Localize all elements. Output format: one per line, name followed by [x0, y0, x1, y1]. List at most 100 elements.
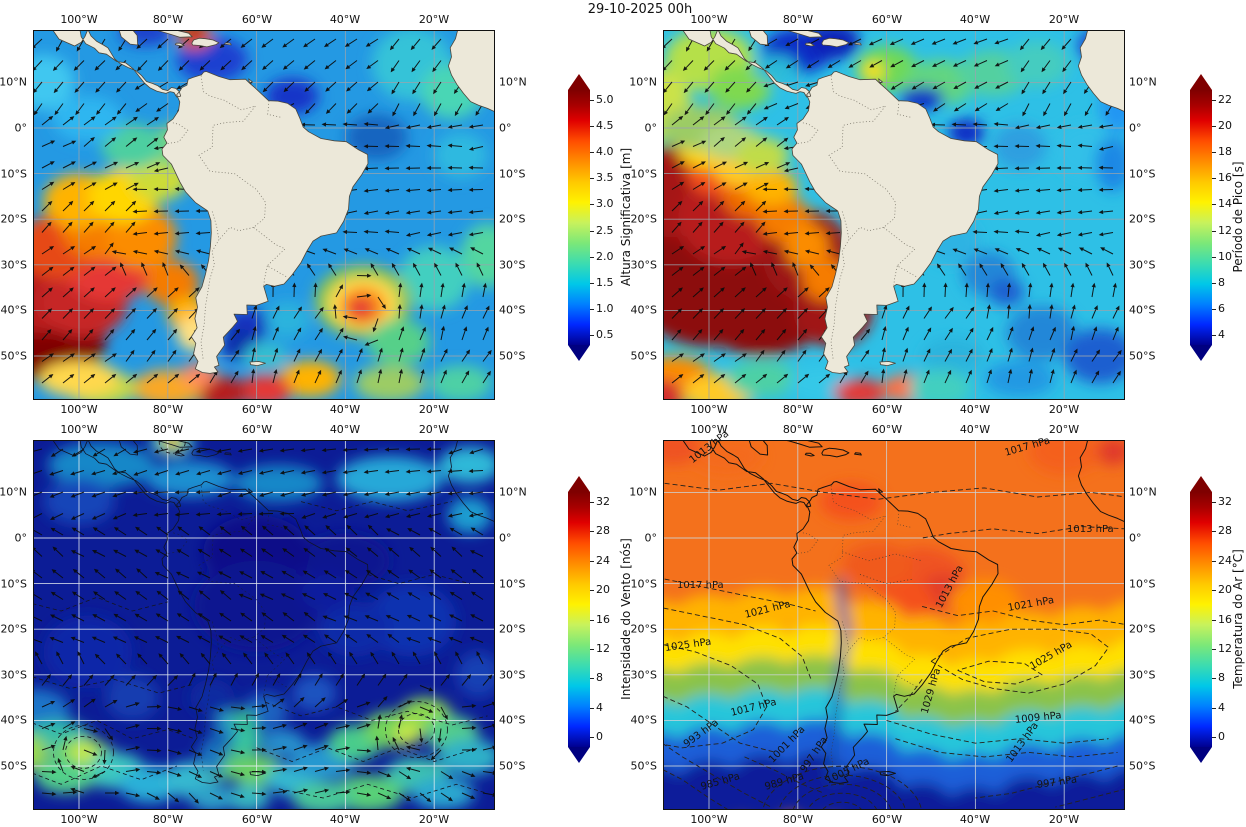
lon-tick-bottom-air-temperature: 40°W: [959, 813, 991, 826]
lat-tick-left-wind-speed: 50°S: [0, 759, 27, 773]
colorbar-tick-mark-wave-period: [1212, 230, 1216, 232]
lon-tick-top-wave-period: 20°W: [1048, 13, 1080, 26]
lon-tick-bottom-wind-speed: 100°W: [60, 813, 98, 826]
lat-tick-right-wave-period: 40°S: [1129, 303, 1156, 317]
colorbar-tick-wave-period: 20: [1218, 119, 1232, 133]
lon-tick-top-wave-period: 80°W: [782, 13, 814, 26]
lon-tick-top-wind-speed: 20°W: [418, 423, 450, 436]
colorbar-tick-wind-speed: 28: [596, 524, 610, 538]
lat-tick-right-air-temperature: 0°: [1129, 531, 1142, 545]
colorbar-tick-wave-height: 1.5: [596, 275, 614, 289]
map-canvas-air-temperature: [663, 440, 1125, 810]
colorbar-tick-mark-wave-height: [590, 308, 594, 310]
lon-tick-top-wave-height: 40°W: [329, 13, 361, 26]
lat-tick-right-wave-height: 30°S: [499, 258, 526, 272]
colorbar-tick-mark-air-temperature: [1212, 560, 1216, 562]
colorbar-label-wave-height: Altura Significativa [m]: [619, 147, 633, 287]
colorbar-tick-mark-wind-speed: [590, 648, 594, 650]
lat-tick-left-wave-period: 30°S: [630, 258, 657, 272]
colorbar-tick-mark-wave-height: [590, 282, 594, 284]
lat-tick-right-wind-speed: 40°S: [499, 713, 526, 727]
colorbar-tick-mark-wave-period: [1212, 256, 1216, 258]
colorbar-tick-mark-wave-height: [590, 152, 594, 154]
colorbar-tick-wind-speed: 24: [596, 553, 610, 567]
lat-tick-left-air-temperature: 10°N: [629, 485, 657, 499]
colorbar-label-wind-speed: Intensidade do Vento [nós]: [619, 538, 633, 700]
colorbar-tick-mark-wave-period: [1212, 308, 1216, 310]
colorbar-tick-mark-air-temperature: [1212, 502, 1216, 503]
lat-tick-right-air-temperature: 30°S: [1129, 668, 1156, 682]
colorbar-tick-mark-air-temperature: [1212, 531, 1216, 533]
lat-tick-left-wind-speed: 30°S: [0, 668, 27, 682]
lat-tick-left-air-temperature: 40°S: [630, 713, 657, 727]
lat-tick-right-wind-speed: 0°: [499, 531, 512, 545]
lat-tick-left-wind-speed: 0°: [14, 531, 28, 545]
colorbar-tick-wave-period: 8: [1218, 275, 1225, 289]
colorbar-tick-wave-height: 1.0: [596, 301, 614, 315]
lat-tick-right-wind-speed: 50°S: [499, 759, 526, 773]
colorbar-tick-mark-wave-height: [590, 178, 594, 180]
lat-tick-right-air-temperature: 20°S: [1129, 622, 1156, 636]
lat-tick-right-wave-period: 10°S: [1129, 167, 1156, 181]
colorbar-tick-mark-air-temperature: [1212, 590, 1216, 592]
colorbar-tick-wave-period: 16: [1218, 171, 1232, 185]
lon-tick-top-air-temperature: 20°W: [1048, 423, 1080, 436]
colorbar-tick-mark-wave-height: [590, 204, 594, 206]
colorbar-tick-mark-wave-period: [1212, 335, 1216, 336]
lat-tick-right-wind-speed: 10°S: [499, 577, 526, 591]
lat-tick-left-wind-speed: 20°S: [0, 622, 27, 636]
lat-tick-left-wave-period: 50°S: [630, 349, 657, 363]
lat-tick-left-wave-period: 40°S: [630, 303, 657, 317]
colorbar-tick-mark-wave-period: [1212, 204, 1216, 206]
map-canvas-wave-height: [33, 30, 495, 400]
isobar-label: 1017 hPa: [677, 580, 724, 591]
lat-tick-left-air-temperature: 30°S: [630, 668, 657, 682]
colorbar-tick-air-temperature: 12: [1218, 641, 1232, 655]
lon-tick-top-wave-height: 60°W: [241, 13, 273, 26]
lat-tick-left-wave-height: 30°S: [0, 258, 27, 272]
colorbar-tick-mark-wind-speed: [590, 502, 594, 503]
lat-tick-right-wind-speed: 20°S: [499, 622, 526, 636]
colorbar-tick-mark-air-temperature: [1212, 648, 1216, 650]
lat-tick-left-wave-period: 10°N: [629, 75, 657, 89]
colorbar-tick-mark-wind-speed: [590, 678, 594, 680]
lon-tick-bottom-wave-period: 40°W: [959, 403, 991, 416]
colorbar-tick-wave-height: 4.5: [596, 119, 614, 133]
colorbar-tick-mark-wind-speed: [590, 560, 594, 562]
colorbar-tick-mark-air-temperature: [1212, 737, 1216, 738]
colorbar-top-arrow-wave-period: [1190, 74, 1212, 90]
colorbar-label-wave-period: Período de Pico [s]: [1231, 161, 1245, 273]
colorbar-tick-wave-height: 0.5: [596, 328, 614, 341]
lat-tick-left-air-temperature: 10°S: [630, 577, 657, 591]
lat-tick-left-wave-height: 10°S: [0, 167, 27, 181]
colorbar-tick-wave-height: 3.0: [596, 197, 614, 211]
lat-tick-left-wave-height: 50°S: [0, 349, 27, 363]
lat-tick-right-wave-period: 50°S: [1129, 349, 1156, 363]
lon-tick-bottom-wind-speed: 20°W: [418, 813, 450, 826]
colorbar-tick-mark-wave-height: [590, 126, 594, 128]
colorbar-tick-mark-wind-speed: [590, 531, 594, 533]
lat-tick-left-air-temperature: 50°S: [630, 759, 657, 773]
lat-tick-right-wave-height: 40°S: [499, 303, 526, 317]
lat-tick-left-wave-period: 10°S: [630, 167, 657, 181]
lon-tick-top-air-temperature: 60°W: [871, 423, 903, 436]
figure-title: 29-10-2025 00h: [587, 2, 693, 17]
colorbar-tick-wave-height: 4.0: [596, 145, 614, 159]
colorbar-tick-mark-wave-height: [590, 335, 594, 336]
lon-tick-bottom-wave-height: 60°W: [241, 403, 273, 416]
lat-tick-right-wave-period: 0°: [1129, 121, 1142, 135]
colorbar-tick-wind-speed: 16: [596, 612, 610, 626]
lat-tick-right-wave-height: 20°S: [499, 212, 526, 226]
colorbar-tick-mark-wave-period: [1212, 100, 1216, 101]
lon-tick-bottom-wave-height: 40°W: [329, 403, 361, 416]
colorbar-tick-mark-wind-speed: [590, 590, 594, 592]
colorbar-tick-air-temperature: 32: [1218, 495, 1232, 508]
colorbar-tick-mark-air-temperature: [1212, 619, 1216, 621]
lon-tick-bottom-air-temperature: 100°W: [690, 813, 728, 826]
lon-tick-top-wave-height: 100°W: [60, 13, 98, 26]
lat-tick-left-wind-speed: 10°S: [0, 577, 27, 591]
lon-tick-bottom-wave-period: 60°W: [871, 403, 903, 416]
lat-tick-left-wave-period: 0°: [644, 121, 658, 135]
colorbar-tick-air-temperature: 20: [1218, 583, 1232, 597]
